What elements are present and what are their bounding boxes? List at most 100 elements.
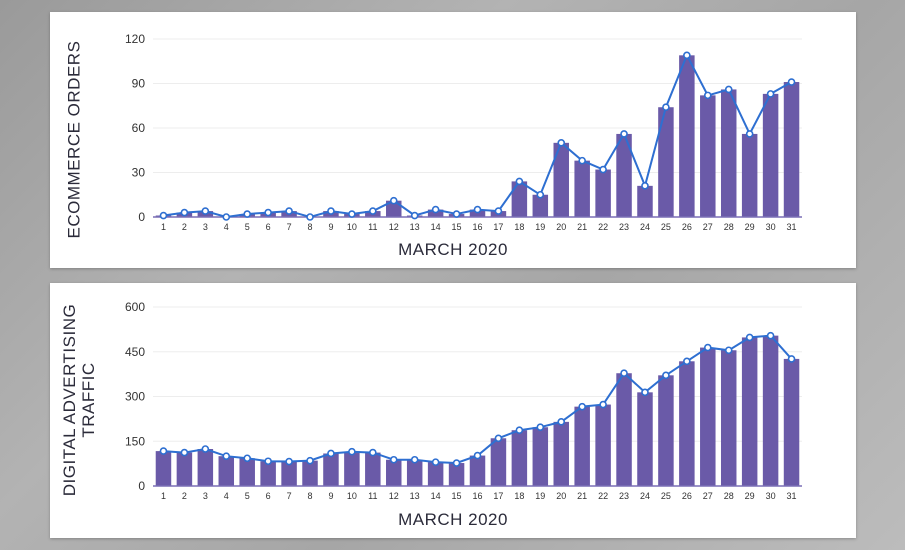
traffic-bar — [469, 455, 486, 486]
orders-point — [745, 130, 754, 138]
orders-x-tick-label: 3 — [203, 222, 208, 232]
traffic-bar — [720, 350, 737, 486]
orders-point — [264, 208, 272, 217]
traffic-x-tick-label: 30 — [766, 491, 776, 501]
traffic-point — [306, 456, 314, 465]
orders-point — [180, 208, 189, 217]
orders-x-tick-label: 27 — [703, 222, 713, 232]
traffic-point — [264, 457, 272, 466]
traffic-point — [578, 402, 586, 411]
orders-y-axis-label: ECOMMERCE ORDERS — [64, 40, 84, 239]
traffic-point — [389, 455, 398, 464]
traffic-x-tick-label: 21 — [577, 491, 587, 501]
orders-point — [557, 139, 566, 147]
orders-point — [683, 51, 691, 60]
traffic-point — [369, 448, 377, 457]
orders-bar — [658, 107, 674, 217]
traffic-point — [201, 445, 210, 453]
traffic-bar — [490, 438, 507, 486]
orders-point — [431, 205, 440, 214]
orders-bar — [741, 133, 758, 217]
traffic-bar — [448, 463, 465, 486]
orders-point — [452, 210, 461, 218]
orders-bar — [532, 194, 549, 217]
orders-point — [536, 190, 545, 199]
orders-bar — [783, 82, 800, 218]
traffic-point — [410, 455, 419, 464]
traffic-x-tick-label: 3 — [203, 491, 208, 501]
orders-point — [410, 211, 419, 220]
traffic-point — [243, 454, 252, 463]
traffic-x-tick-label: 10 — [347, 491, 357, 501]
traffic-bar — [595, 404, 611, 486]
traffic-x-tick-label: 29 — [745, 491, 755, 501]
orders-x-tick-label: 13 — [410, 222, 420, 232]
traffic-point — [327, 449, 335, 458]
traffic-x-tick-label: 27 — [703, 491, 713, 501]
traffic-point — [641, 388, 649, 397]
orders-point — [348, 210, 356, 218]
traffic-point — [159, 447, 168, 455]
traffic-bar — [783, 358, 800, 486]
orders-x-tick-label: 28 — [724, 222, 734, 232]
traffic-point — [348, 447, 356, 456]
orders-bar — [720, 89, 737, 217]
traffic-point — [180, 448, 189, 457]
traffic-x-tick-label: 4 — [224, 491, 229, 501]
traffic-x-tick-label: 25 — [661, 491, 671, 501]
orders-bar — [762, 93, 779, 217]
traffic-point — [515, 426, 524, 435]
orders-point — [243, 210, 252, 218]
traffic-x-tick-label: 26 — [682, 491, 692, 501]
orders-x-tick-label: 2 — [182, 222, 187, 232]
traffic-bar — [679, 361, 695, 486]
traffic-x-tick-label: 28 — [724, 491, 734, 501]
orders-point — [599, 165, 607, 174]
traffic-x-tick-label: 31 — [787, 491, 797, 501]
traffic-x-tick-label: 16 — [472, 491, 482, 501]
traffic-x-tick-label: 5 — [245, 491, 250, 501]
traffic-bar — [637, 392, 653, 486]
traffic-point — [285, 457, 293, 466]
traffic-x-tick-label: 8 — [308, 491, 313, 501]
traffic-bar — [281, 461, 297, 486]
traffic-point — [557, 418, 566, 426]
orders-x-tick-label: 24 — [640, 222, 650, 232]
orders-bar — [595, 169, 611, 217]
orders-x-tick-label: 12 — [389, 222, 399, 232]
traffic-bar — [741, 337, 758, 486]
orders-point — [327, 207, 335, 215]
traffic-point — [745, 333, 754, 342]
traffic-bar — [574, 406, 590, 486]
traffic-y-tick-label: 300 — [125, 390, 145, 404]
orders-series-line — [163, 52, 792, 219]
traffic-x-tick-label: 23 — [619, 491, 629, 501]
traffic-chart-panel: 0 150 300 450 600 1 2 3 4 5 6 7 8 9 10 11 12 13 14 15 16 17 18… — [50, 283, 856, 538]
traffic-bar — [323, 453, 339, 486]
orders-x-tick-label: 19 — [535, 222, 545, 232]
orders-x-tick-label: 8 — [308, 222, 313, 232]
orders-x-tick-label: 11 — [368, 222, 377, 232]
orders-point — [515, 177, 524, 186]
orders-x-tick-label: 21 — [577, 222, 587, 232]
traffic-point — [431, 458, 440, 466]
traffic-point — [599, 400, 607, 409]
orders-x-tick-label: 7 — [287, 222, 292, 232]
orders-point — [620, 130, 628, 138]
traffic-x-tick-label: 9 — [328, 491, 333, 501]
orders-x-tick-label: 20 — [556, 222, 566, 232]
traffic-x-tick-label: 11 — [368, 491, 377, 501]
orders-point — [222, 213, 231, 221]
traffic-point — [662, 371, 670, 380]
orders-y-tick-label: 90 — [132, 77, 146, 91]
orders-chart-panel: 0 30 60 90 120 1 2 3 4 5 6 7 8 9 10 11 12 13 14 15 16 17 18 19 2… — [50, 12, 856, 268]
traffic-bar — [553, 421, 569, 486]
traffic-x-tick-label: 12 — [389, 491, 399, 501]
traffic-bar — [302, 460, 318, 486]
traffic-bar — [239, 458, 255, 486]
traffic-point — [452, 459, 461, 467]
traffic-point — [494, 434, 503, 443]
orders-bar — [616, 133, 632, 217]
traffic-bar — [260, 461, 276, 486]
